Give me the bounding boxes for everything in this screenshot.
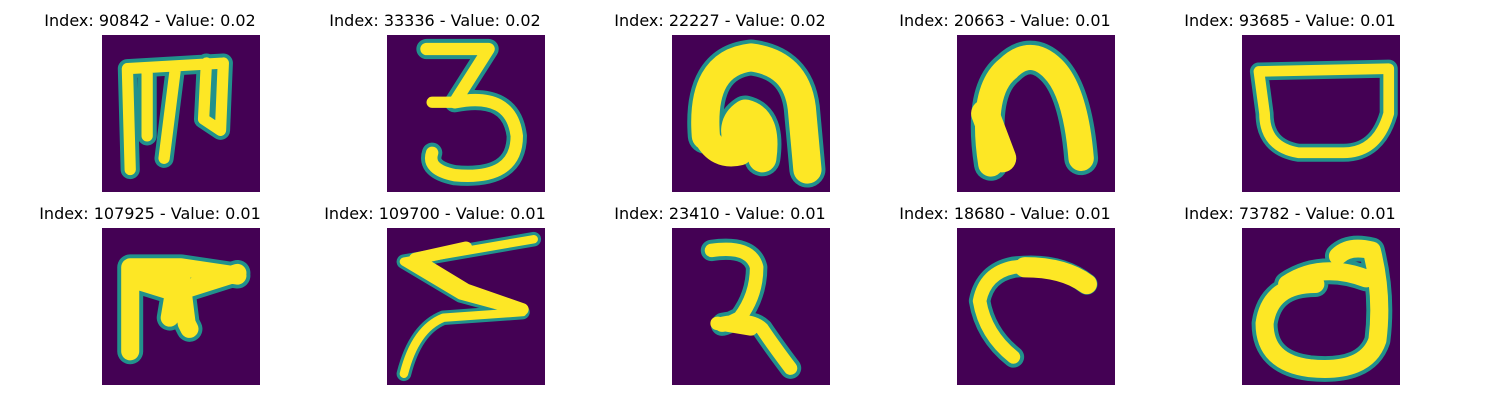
two-glyph bbox=[700, 238, 802, 379]
panel-title: Index: 93685 - Value: 0.01 bbox=[1184, 11, 1396, 30]
panel-title: Index: 33336 - Value: 0.02 bbox=[329, 11, 541, 30]
panel-6: Index: 107925 - Value: 0.01 bbox=[0, 193, 300, 385]
panel-title: Index: 73782 - Value: 0.01 bbox=[1184, 204, 1396, 223]
zigzag-glyph bbox=[396, 231, 542, 382]
sample-image bbox=[102, 35, 260, 192]
panel-title: Index: 23410 - Value: 0.01 bbox=[614, 204, 826, 223]
sample-image bbox=[957, 35, 1115, 192]
panel-8: Index: 23410 - Value: 0.01 bbox=[570, 193, 870, 385]
m-glyph bbox=[117, 53, 233, 180]
hook-glyph bbox=[968, 255, 1098, 368]
panel-title: Index: 90842 - Value: 0.02 bbox=[44, 11, 256, 30]
loop-glyph bbox=[1251, 235, 1393, 382]
bowl-glyph bbox=[1249, 59, 1398, 162]
panel-3: Index: 22227 - Value: 0.02 bbox=[570, 0, 870, 192]
arch-curl-glyph bbox=[687, 39, 826, 188]
panel-1: Index: 90842 - Value: 0.02 bbox=[0, 0, 300, 192]
e-glyph bbox=[117, 254, 251, 365]
sample-image bbox=[672, 35, 830, 192]
panel-5: Index: 93685 - Value: 0.01 bbox=[1140, 0, 1440, 192]
panel-4: Index: 20663 - Value: 0.01 bbox=[855, 0, 1155, 192]
arch-glyph bbox=[970, 40, 1099, 181]
sample-image bbox=[672, 228, 830, 385]
panel-title: Index: 18680 - Value: 0.01 bbox=[899, 204, 1111, 223]
sample-image bbox=[957, 228, 1115, 385]
sample-image bbox=[102, 228, 260, 385]
panel-2: Index: 33336 - Value: 0.02 bbox=[285, 0, 585, 192]
panel-title: Index: 20663 - Value: 0.01 bbox=[899, 11, 1111, 30]
panel-10: Index: 73782 - Value: 0.01 bbox=[1140, 193, 1440, 385]
panel-title: Index: 109700 - Value: 0.01 bbox=[324, 204, 546, 223]
panel-title: Index: 107925 - Value: 0.01 bbox=[39, 204, 261, 223]
three-glyph bbox=[416, 38, 527, 186]
sample-image bbox=[387, 228, 545, 385]
sample-image bbox=[1242, 228, 1400, 385]
sample-image bbox=[387, 35, 545, 192]
panel-9: Index: 18680 - Value: 0.01 bbox=[855, 193, 1155, 385]
panel-7: Index: 109700 - Value: 0.01 bbox=[285, 193, 585, 385]
sample-image bbox=[1242, 35, 1400, 192]
panel-title: Index: 22227 - Value: 0.02 bbox=[614, 11, 826, 30]
